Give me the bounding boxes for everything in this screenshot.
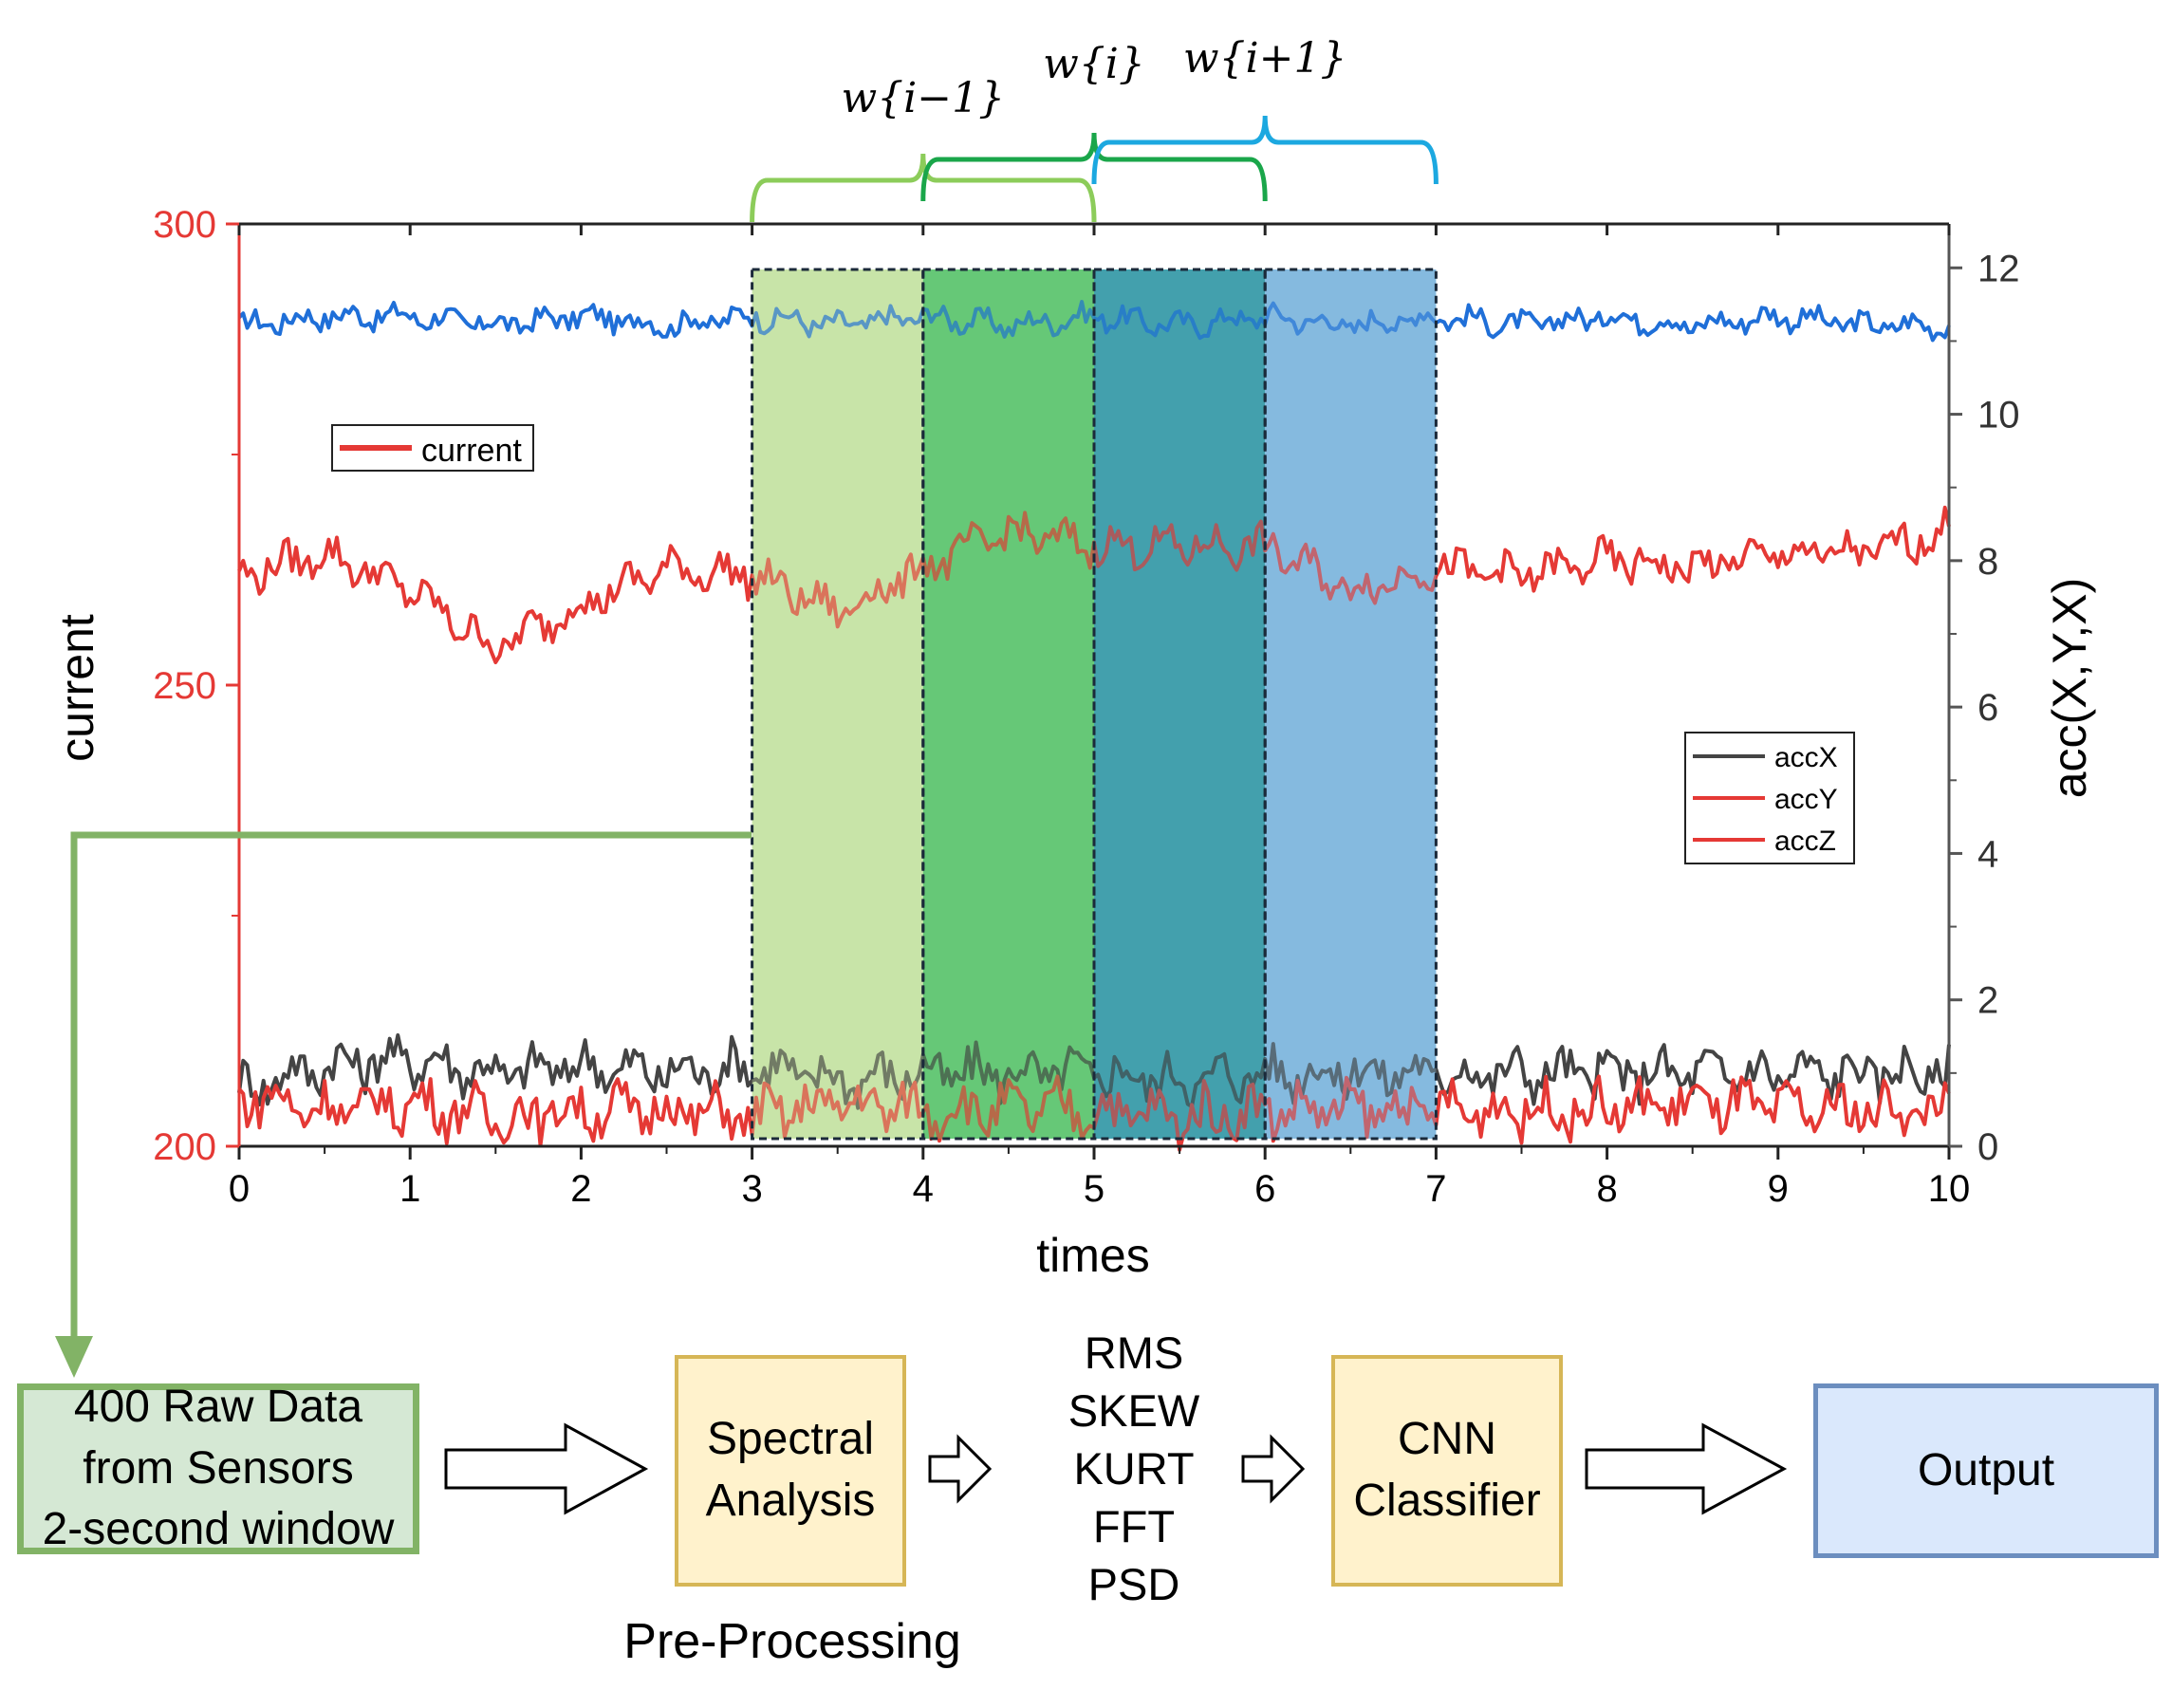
- y-right-tick-label-8: 8: [1977, 541, 1998, 583]
- arrow-features-to-cnn: [1241, 1434, 1306, 1504]
- cnn-classifier-box: CNN Classifier: [1331, 1355, 1563, 1587]
- brace-label-1: w{i−1}: [842, 74, 1006, 122]
- brace-label-2: w{i}: [1043, 40, 1145, 88]
- feature-psd: PSD: [1087, 1559, 1180, 1609]
- arrow-spectral-to-features: [928, 1434, 993, 1504]
- legend-current-label: current: [421, 433, 522, 469]
- y-right-tick-label-10: 10: [1977, 395, 2020, 436]
- x-tick-label-0: 0: [229, 1168, 250, 1210]
- window-tint-2: [922, 269, 1094, 1139]
- brace-2: [920, 132, 1268, 202]
- y-right-tick-label-2: 2: [1977, 980, 1998, 1022]
- y-left-tick-label-250: 250: [153, 665, 216, 707]
- feature-rms: RMS: [1084, 1327, 1184, 1378]
- x-tick-label-4: 4: [913, 1168, 934, 1210]
- brace-label-3: w{i+1}: [1183, 34, 1347, 83]
- feature-kurt: KURT: [1073, 1443, 1195, 1494]
- arrow-raw-to-spectral: [444, 1422, 649, 1515]
- preprocessing-label: Pre-Processing: [623, 1614, 961, 1669]
- y-right-axis-title: acc(X,Y,X): [2043, 578, 2096, 799]
- x-tick-label-7: 7: [1425, 1168, 1446, 1210]
- output-box: Output: [1813, 1383, 2159, 1558]
- x-tick-label-10: 10: [1928, 1168, 1971, 1210]
- x-tick-label-8: 8: [1596, 1168, 1617, 1210]
- window-rect-3: [1094, 269, 1266, 1139]
- x-tick-label-9: 9: [1768, 1168, 1789, 1210]
- x-tick-label-3: 3: [741, 1168, 762, 1210]
- arrow-cnn-to-output: [1585, 1422, 1788, 1515]
- x-tick-label-2: 2: [570, 1168, 591, 1210]
- window-tint-1: [752, 269, 923, 1139]
- y-right-tick-label-6: 6: [1977, 687, 1998, 729]
- window-rect-4: [1265, 269, 1437, 1139]
- legend-current: current: [331, 424, 534, 472]
- window-tint-3: [1094, 269, 1266, 1139]
- legend-accy-label: accY: [1774, 784, 1838, 815]
- x-tick-label-1: 1: [399, 1168, 420, 1210]
- x-tick-label-6: 6: [1254, 1168, 1275, 1210]
- series-current-line: [237, 300, 1951, 343]
- legend-accz-label: accZ: [1774, 826, 1836, 857]
- y-left-tick-label-200: 200: [153, 1126, 216, 1168]
- window-rect-1: [752, 269, 923, 1139]
- y-right-tick-label-4: 4: [1977, 833, 1998, 875]
- window-tint-4: [1265, 269, 1437, 1139]
- window-braces: w{i−1} w{i} w{i+1}: [750, 34, 1439, 223]
- window-borders: [751, 268, 1438, 1141]
- x-tick-label-5: 5: [1084, 1168, 1105, 1210]
- legend-acc: accX accY accZ: [1684, 732, 1855, 864]
- brace-3: [1091, 115, 1439, 185]
- y-right-tick-label-12: 12: [1977, 248, 2020, 289]
- spectral-analysis-box: Spectral Analysis: [675, 1355, 906, 1587]
- y-right-tick-label-0: 0: [1977, 1126, 1998, 1168]
- brace-1: [750, 153, 1097, 223]
- y-left-tick-label-300: 300: [153, 204, 216, 246]
- window-to-raw-arrow: [55, 831, 752, 1378]
- raw-data-box: 400 Raw Data from Sensors 2-second windo…: [17, 1382, 419, 1554]
- window-border-4: [1263, 268, 1438, 1141]
- window-rect-2: [922, 269, 1094, 1139]
- legend-accx-label: accX: [1774, 742, 1838, 773]
- feature-skew: SKEW: [1067, 1385, 1200, 1436]
- feature-fft: FFT: [1092, 1501, 1176, 1551]
- x-axis-title: times: [1036, 1229, 1149, 1282]
- window-highlights: [752, 269, 1437, 1139]
- y-left-axis-title: current: [50, 614, 103, 762]
- feature-list: RMS SKEW KURT FFT PSD: [1034, 1324, 1234, 1613]
